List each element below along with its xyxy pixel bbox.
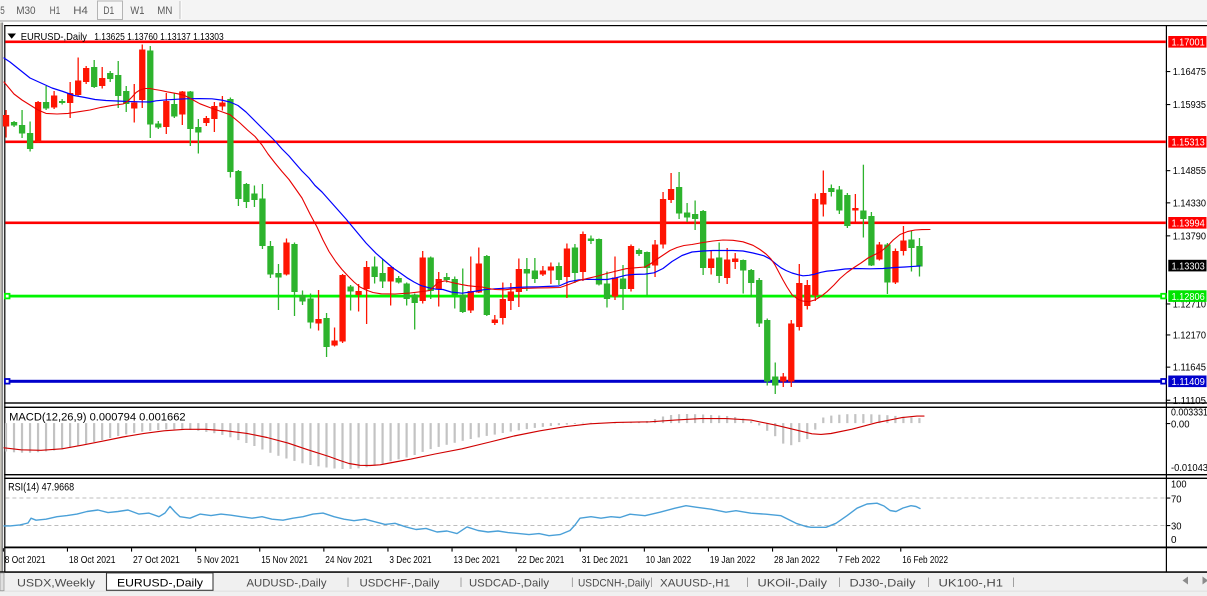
svg-text:1.15935: 1.15935 bbox=[1173, 100, 1207, 111]
svg-text:1.17001: 1.17001 bbox=[1172, 38, 1206, 49]
svg-text:22 Dec 2021: 22 Dec 2021 bbox=[518, 554, 565, 566]
svg-text:USDCAD-,Daily: USDCAD-,Daily bbox=[469, 577, 550, 589]
svg-text:100: 100 bbox=[1171, 480, 1187, 491]
svg-text:16 Feb 2022: 16 Feb 2022 bbox=[902, 554, 948, 566]
svg-text:USDCHF-,Daily: USDCHF-,Daily bbox=[360, 577, 441, 589]
svg-text:D1: D1 bbox=[103, 5, 114, 17]
svg-text:1.13625 1.13760 1.13137 1.1330: 1.13625 1.13760 1.13137 1.13303 bbox=[94, 31, 224, 43]
svg-text:24 Nov 2021: 24 Nov 2021 bbox=[325, 554, 372, 566]
svg-text:1.14330: 1.14330 bbox=[1173, 198, 1207, 209]
svg-text:13 Dec 2021: 13 Dec 2021 bbox=[454, 554, 501, 566]
svg-text:1.11105: 1.11105 bbox=[1173, 396, 1207, 407]
svg-text:EURUSD-,Daily: EURUSD-,Daily bbox=[117, 577, 204, 589]
svg-text:-0.01043: -0.01043 bbox=[1171, 463, 1207, 474]
svg-text:EURUSD-,Daily: EURUSD-,Daily bbox=[21, 31, 88, 43]
svg-text:XAUUSD-,H1: XAUUSD-,H1 bbox=[660, 577, 730, 589]
svg-text:8 Oct 2021: 8 Oct 2021 bbox=[5, 554, 46, 566]
svg-text:10 Jan 2022: 10 Jan 2022 bbox=[646, 554, 692, 566]
svg-text:1.13790: 1.13790 bbox=[1173, 231, 1207, 242]
svg-text:30: 30 bbox=[1171, 522, 1182, 533]
svg-text:1.11645: 1.11645 bbox=[1173, 363, 1207, 374]
svg-text:70: 70 bbox=[1171, 495, 1182, 506]
svg-text:1.14855: 1.14855 bbox=[1173, 166, 1207, 177]
svg-text:18 Oct 2021: 18 Oct 2021 bbox=[69, 554, 116, 566]
svg-text:1.15313: 1.15313 bbox=[1172, 138, 1206, 149]
svg-text:H4: H4 bbox=[73, 5, 88, 17]
svg-text:27 Oct 2021: 27 Oct 2021 bbox=[133, 554, 180, 566]
svg-text:31 Dec 2021: 31 Dec 2021 bbox=[582, 554, 629, 566]
svg-text:5: 5 bbox=[0, 5, 5, 17]
svg-text:0: 0 bbox=[1171, 535, 1177, 546]
svg-text:UK100-,H1: UK100-,H1 bbox=[939, 577, 1004, 589]
svg-text:0.003331: 0.003331 bbox=[1171, 407, 1207, 418]
svg-text:1.16475: 1.16475 bbox=[1173, 67, 1207, 78]
svg-text:28 Jan 2022: 28 Jan 2022 bbox=[774, 554, 820, 566]
svg-text:1.13994: 1.13994 bbox=[1172, 219, 1206, 230]
svg-text:MN: MN bbox=[157, 5, 172, 17]
svg-text:1.12710: 1.12710 bbox=[1173, 300, 1207, 311]
svg-text:3 Dec 2021: 3 Dec 2021 bbox=[389, 554, 431, 566]
svg-text:USDCNH-,Daily: USDCNH-,Daily bbox=[578, 577, 650, 589]
svg-text:M30: M30 bbox=[16, 5, 35, 17]
svg-text:H1: H1 bbox=[50, 5, 61, 17]
svg-text:19 Jan 2022: 19 Jan 2022 bbox=[710, 554, 756, 566]
svg-text:RSI(14) 47.9668: RSI(14) 47.9668 bbox=[8, 482, 74, 494]
svg-text:1.12170: 1.12170 bbox=[1173, 331, 1207, 342]
svg-text:1.11409: 1.11409 bbox=[1172, 377, 1206, 388]
svg-text:7 Feb 2022: 7 Feb 2022 bbox=[838, 554, 880, 566]
svg-text:DJ30-,Daily: DJ30-,Daily bbox=[850, 577, 917, 589]
svg-text:0.00: 0.00 bbox=[1171, 420, 1190, 431]
svg-text:W1: W1 bbox=[130, 5, 144, 17]
svg-text:UKOil-,Daily: UKOil-,Daily bbox=[758, 577, 828, 589]
svg-text:MACD(12,26,9) 0.000794 0.00166: MACD(12,26,9) 0.000794 0.001662 bbox=[9, 412, 186, 424]
svg-text:AUDUSD-,Daily: AUDUSD-,Daily bbox=[247, 577, 328, 589]
svg-text:1.13303: 1.13303 bbox=[1172, 261, 1206, 272]
svg-text:15 Nov 2021: 15 Nov 2021 bbox=[261, 554, 308, 566]
svg-text:USDX,Weekly: USDX,Weekly bbox=[17, 577, 96, 589]
svg-text:1.12806: 1.12806 bbox=[1172, 292, 1206, 303]
svg-text:5 Nov 2021: 5 Nov 2021 bbox=[197, 554, 239, 566]
